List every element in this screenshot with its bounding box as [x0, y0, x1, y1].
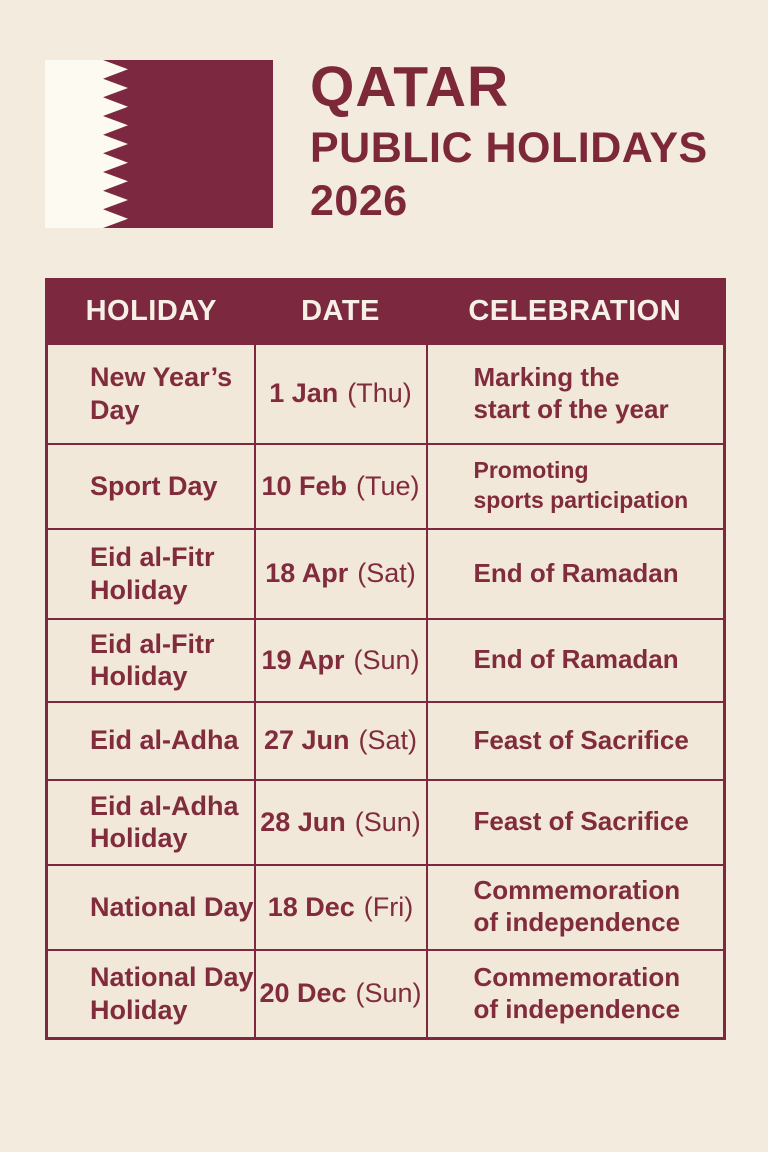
- date-cell: 28 Jun (Sun): [253, 778, 428, 866]
- holiday-cell: National Day Holiday: [45, 948, 256, 1040]
- weekday-value: (Sun): [354, 806, 421, 837]
- date-value: 18 Dec: [267, 891, 355, 922]
- table-row: National Day Holiday 20 Dec (Sun) Commemo…: [45, 948, 726, 1040]
- date-cell: 18 Dec (Fri): [253, 863, 428, 951]
- table-row: Sport Day 10 Feb (Tue) Promoting sports p…: [45, 442, 726, 530]
- table-body: New Year’s Day 1 Jan (Thu) Marking the st…: [45, 342, 726, 1040]
- table-row: Eid al-Adha 27 Jun (Sat) Feast of Sacrifi…: [45, 700, 726, 781]
- date-cell: 10 Feb (Tue): [253, 442, 428, 530]
- weekday-value: (Sat): [358, 725, 418, 755]
- title-year: 2026: [310, 176, 408, 225]
- date-value: 10 Feb: [261, 470, 348, 501]
- date-cell: 20 Dec (Sun): [253, 948, 428, 1040]
- qatar-flag: [45, 60, 273, 228]
- weekday-value: (Sun): [355, 978, 422, 1009]
- date-cell: 18 Apr (Sat): [253, 527, 428, 620]
- date-value: 19 Apr: [261, 644, 345, 675]
- holiday-cell: Eid al-Adha: [45, 700, 256, 781]
- holiday-cell: Eid al-Fitr Holiday: [45, 617, 256, 703]
- title-main: PUBLIC HOLIDAYS: [310, 123, 708, 172]
- holiday-cell: Eid al-Fitr Holiday: [45, 527, 256, 620]
- date-cell: 1 Jan (Thu): [253, 342, 428, 445]
- column-header-celebration: CELEBRATION: [426, 279, 725, 344]
- celebration-cell: Promoting sports participation: [425, 442, 726, 530]
- celebration-cell: Commemoration of independence: [425, 948, 726, 1040]
- celebration-cell: Feast of Sacrifice: [425, 700, 726, 781]
- date-cell: 27 Jun (Sat): [253, 700, 428, 781]
- celebration-cell: End of Ramadan: [425, 617, 726, 703]
- weekday-value: (Thu): [347, 378, 412, 408]
- holiday-cell: Eid al-Adha Holiday: [45, 778, 256, 866]
- weekday-value: (Sun): [353, 644, 420, 675]
- holiday-cell: National Day: [45, 863, 256, 951]
- column-header-holiday: HOLIDAY: [46, 279, 255, 344]
- celebration-cell: Feast of Sacrifice: [425, 778, 726, 866]
- date-value: 20 Dec: [259, 978, 347, 1009]
- holiday-cell: Sport Day: [45, 442, 256, 530]
- table-row: Eid al-Fitr Holiday 18 Apr (Sat) End of R…: [45, 527, 726, 620]
- celebration-cell: Marking the start of the year: [425, 342, 726, 445]
- holidays-table: HOLIDAY DATE CELEBRATION New Year’s Day …: [45, 278, 726, 1040]
- weekday-value: (Sat): [357, 558, 416, 588]
- column-header-date: DATE: [254, 279, 427, 344]
- date-cell: 19 Apr (Sun): [253, 617, 428, 703]
- title-block: QATAR PUBLIC HOLIDAYS 2026: [310, 55, 708, 225]
- celebration-cell: End of Ramadan: [425, 527, 726, 620]
- header-row: HOLIDAY DATE CELEBRATION: [46, 279, 725, 344]
- date-value: 18 Apr: [265, 558, 349, 588]
- table-row: National Day 18 Dec (Fri) Commemoration o…: [45, 863, 726, 951]
- date-value: 27 Jun: [263, 725, 350, 755]
- table-header: HOLIDAY DATE CELEBRATION: [46, 279, 725, 344]
- table-row: Eid al-Fitr Holiday 19 Apr (Sun) End of R…: [45, 617, 726, 703]
- date-value: 1 Jan: [269, 378, 339, 408]
- title-country: QATAR: [310, 55, 510, 119]
- table-row: New Year’s Day 1 Jan (Thu) Marking the st…: [45, 342, 726, 445]
- flag-maroon-field: [103, 60, 273, 228]
- date-value: 28 Jun: [260, 806, 346, 837]
- weekday-value: (Tue): [356, 470, 420, 501]
- weekday-value: (Fri): [363, 891, 414, 922]
- celebration-cell: Commemoration of independence: [425, 863, 726, 951]
- holiday-cell: New Year’s Day: [45, 342, 256, 445]
- table-row: Eid al-Adha Holiday 28 Jun (Sun) Feast of…: [45, 778, 726, 866]
